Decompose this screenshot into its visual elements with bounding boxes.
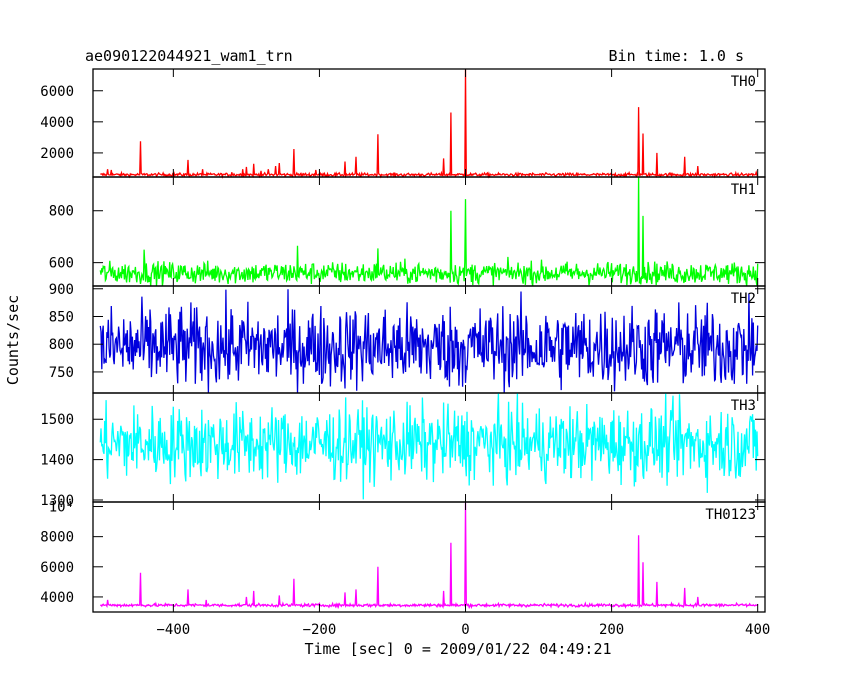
y-tick-label: 1500	[40, 412, 74, 428]
panel-label-th2: TH2	[731, 291, 756, 307]
y-tick-label: 10⁴	[49, 500, 74, 516]
series-line-th1	[99, 176, 759, 287]
y-tick-label: 850	[49, 309, 74, 325]
panel-label-th1: TH1	[731, 182, 756, 198]
bin-time-label: Bin time: 1.0 s	[609, 47, 744, 65]
y-tick-label: 750	[49, 365, 74, 381]
panel-label-th0: TH0	[731, 74, 756, 90]
series-line-th0	[100, 68, 759, 180]
y-axis-label: Counts/sec	[4, 295, 22, 385]
y-tick-label: 2000	[40, 146, 74, 162]
panels-group: TH0200040006000TH1600800TH2750800850900T…	[40, 68, 770, 638]
y-tick-label: 800	[49, 337, 74, 353]
x-tick-label: 200	[599, 622, 624, 638]
panel-frame-th0123	[92, 501, 766, 613]
series-line-th2	[99, 289, 759, 394]
series-line-th3	[99, 392, 759, 500]
y-tick-label: 4000	[40, 590, 74, 606]
panel-frame-th0	[92, 68, 766, 178]
y-tick-label: 600	[49, 256, 74, 272]
y-tick-label: 1300	[40, 493, 74, 509]
y-tick-label: 8000	[40, 530, 74, 546]
x-axis-label: Time [sec] 0 = 2009/01/22 04:49:21	[304, 640, 611, 658]
y-tick-label: 6000	[40, 84, 74, 100]
chart-title: ae090122044921_wam1_trn	[85, 47, 293, 65]
x-tick-label: −400	[156, 622, 190, 638]
series-line-th0123	[99, 501, 759, 610]
y-tick-label: 800	[49, 204, 74, 220]
x-tick-label: −200	[303, 622, 337, 638]
y-tick-label: 900	[49, 282, 74, 298]
panel-label-th3: TH3	[731, 398, 756, 414]
y-tick-label: 6000	[40, 560, 74, 576]
panel-label-th0123: TH0123	[705, 507, 756, 523]
x-tick-label: 0	[461, 622, 469, 638]
x-tick-label: 400	[745, 622, 770, 638]
y-tick-label: 1400	[40, 453, 74, 469]
y-tick-label: 4000	[40, 115, 74, 131]
